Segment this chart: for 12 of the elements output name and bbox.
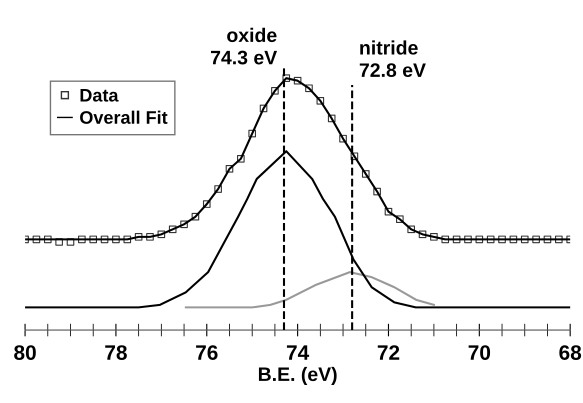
- x-tick-label: 76: [196, 345, 218, 360]
- x-tick-label: 80: [14, 345, 36, 360]
- x-tick-label: 68: [559, 345, 582, 360]
- x-tick-label: 70: [468, 345, 490, 360]
- legend-label: Data: [80, 89, 119, 102]
- x-tick-label: 74: [286, 345, 310, 360]
- x-axis-title: B.E. (eV): [258, 366, 337, 385]
- ref-line-label: oxide 74.3 eV: [210, 28, 278, 64]
- ref-line-label: nitride 72.8 eV: [360, 40, 426, 78]
- x-tick-label: 78: [105, 345, 127, 360]
- x-tick-label: 72: [378, 345, 400, 360]
- legend-label: Overall Fit: [80, 110, 168, 124]
